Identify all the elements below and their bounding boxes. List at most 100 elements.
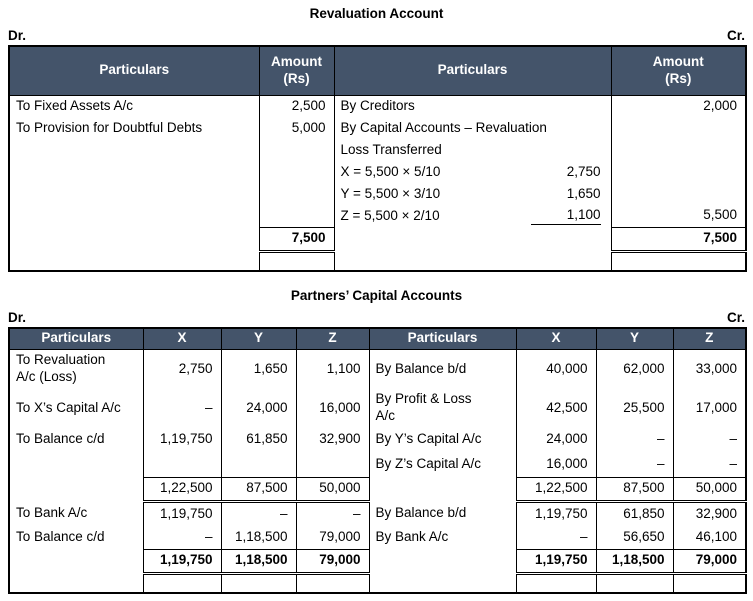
empty-cell: [333, 251, 612, 271]
empty-cell: [595, 573, 674, 593]
amount-cell: 25,500: [595, 389, 674, 427]
amount-cell: 61,850: [595, 501, 674, 526]
amount-cell: –: [672, 427, 747, 452]
empty-cell: [368, 573, 517, 593]
particulars-cell: [8, 139, 260, 161]
amount-cell: [258, 205, 335, 227]
empty-cell: [8, 573, 144, 593]
table-row: To Balance c/d 1,19,750 61,850 32,900 By…: [8, 427, 747, 452]
table-row: To Revaluation A/c (Loss) 2,750 1,650 1,…: [8, 349, 747, 389]
particulars-cell: X = 5,500 × 5/10 2,750: [333, 161, 612, 183]
amount-cell: 32,900: [672, 501, 747, 526]
amount-cell: [610, 117, 747, 139]
amount-cell: [258, 161, 335, 183]
dr-label: Dr.: [8, 28, 27, 43]
amount-cell: 2,000: [610, 95, 747, 117]
particulars-cell: By Bank A/c: [368, 526, 517, 549]
subtotal-amount-cell: 50,000: [672, 476, 747, 503]
formula-label: Z = 5,500 × 2/10: [340, 208, 440, 224]
amount-cell: –: [515, 526, 597, 549]
table-row: To Provision for Doubtful Debts 5,000 By…: [8, 117, 747, 139]
dr-label: Dr.: [8, 310, 27, 325]
amount-cell: 24,000: [515, 427, 597, 452]
particulars-label: By Profit & Loss A/c: [375, 391, 472, 423]
col-header-particulars-cr: Particulars: [368, 328, 517, 350]
amount-cell: 79,000: [295, 526, 370, 549]
col-header-particulars-cr: Particulars: [333, 46, 612, 96]
subtotal-amount-cell: 1,22,500: [515, 476, 597, 503]
particulars-cell: [368, 549, 517, 573]
formula-label: Y = 5,500 × 3/10: [340, 185, 441, 201]
capital-title: Partners’ Capital Accounts: [290, 288, 463, 303]
amount-cell: [610, 161, 747, 183]
col-header-x-dr: X: [142, 328, 222, 350]
subtotal-amount-cell: 1,22,500: [142, 476, 222, 503]
particulars-label: To Revaluation A/c (Loss): [16, 352, 106, 385]
total-row: 1,19,750 1,18,500 79,000 1,19,750 1,18,5…: [8, 548, 747, 575]
table-row: X = 5,500 × 5/10 2,750: [8, 161, 747, 183]
subtotal-row: 1,22,500 87,500 50,000 1,22,500 87,500 5…: [8, 476, 747, 503]
empty-cell: [220, 452, 297, 477]
col-header-amount-dr: Amount (Rs): [258, 46, 335, 96]
amount-cell: 2,750: [142, 349, 222, 389]
dr-cr-row: Dr. Cr.: [8, 28, 745, 43]
empty-row: [8, 573, 747, 593]
amount-cell: 5,500: [610, 205, 747, 227]
particulars-cell: Loss Transferred: [333, 139, 612, 161]
capital-table: Particulars X Y Z Particulars X Y Z To R…: [8, 327, 747, 594]
table-row: To Balance c/d – 1,18,500 79,000 By Bank…: [8, 526, 747, 549]
empty-cell: [8, 251, 260, 271]
particulars-cell: By Capital Accounts – Revaluation: [333, 117, 612, 139]
particulars-cell: To Provision for Doubtful Debts: [8, 117, 260, 139]
empty-cell: [220, 573, 297, 593]
particulars-cell: To Balance c/d: [8, 526, 144, 549]
particulars-cell: Y = 5,500 × 3/10 1,650: [333, 183, 612, 205]
revaluation-title: Revaluation Account: [309, 6, 444, 21]
total-row: 7,500 7,500: [8, 226, 747, 253]
capital-header-row: Particulars X Y Z Particulars X Y Z: [8, 328, 747, 350]
total-amount-cell: 1,18,500: [595, 548, 674, 575]
amount-cell: 42,500: [515, 389, 597, 427]
col-header-particulars-dr: Particulars: [8, 46, 260, 96]
amount-cell: 33,000: [672, 349, 747, 389]
table-row: To Bank A/c 1,19,750 – – By Balance b/d …: [8, 501, 747, 526]
table-row: To Fixed Assets A/c 2,500 By Creditors 2…: [8, 95, 747, 117]
amount-cell: 2,500: [258, 95, 335, 117]
amount-cell: 40,000: [515, 349, 597, 389]
particulars-cell: By Y’s Capital A/c: [368, 427, 517, 452]
amount-cell: 56,650: [595, 526, 674, 549]
subtotal-amount-cell: 87,500: [595, 476, 674, 503]
amount-cell: –: [595, 427, 674, 452]
amount-cell: 62,000: [595, 349, 674, 389]
particulars-cell: [8, 227, 260, 251]
amount-cell: 61,850: [220, 427, 297, 452]
amount-cell: 16,000: [295, 389, 370, 427]
total-amount-cell: 1,19,750: [515, 548, 597, 575]
amount-cell: [258, 139, 335, 161]
empty-cell: [142, 452, 222, 477]
particulars-cell: By Z’s Capital A/c: [368, 452, 517, 477]
table-row: By Z’s Capital A/c 16,000 – –: [8, 452, 747, 477]
capital-accounts-section: Partners’ Capital Accounts Dr. Cr. Parti…: [8, 288, 747, 594]
particulars-cell: By Balance b/d: [368, 349, 517, 389]
col-header-y-dr: Y: [220, 328, 297, 350]
particulars-cell: To X’s Capital A/c: [8, 389, 144, 427]
amount-cell: [610, 183, 747, 205]
revaluation-account-section: Revaluation Account Dr. Cr. Particulars …: [8, 6, 747, 272]
dr-cr-row: Dr. Cr.: [8, 310, 745, 325]
particulars-cell: [8, 549, 144, 573]
amount-cell: [258, 183, 335, 205]
empty-cell: [515, 573, 597, 593]
inner-amount: 2,750: [566, 163, 601, 179]
particulars-cell: By Creditors: [333, 95, 612, 117]
formula-label: X = 5,500 × 5/10: [340, 163, 441, 179]
table-row: Z = 5,500 × 2/10 1,100 5,500: [8, 205, 747, 227]
particulars-cell: [333, 227, 612, 251]
particulars-cell: To Revaluation A/c (Loss): [8, 349, 144, 389]
particulars-cell: To Fixed Assets A/c: [8, 95, 260, 117]
col-header-z-dr: Z: [295, 328, 370, 350]
amount-cell: 1,19,750: [142, 501, 222, 526]
amount-cell: –: [220, 501, 297, 526]
total-amount-cell: 1,19,750: [142, 548, 222, 575]
